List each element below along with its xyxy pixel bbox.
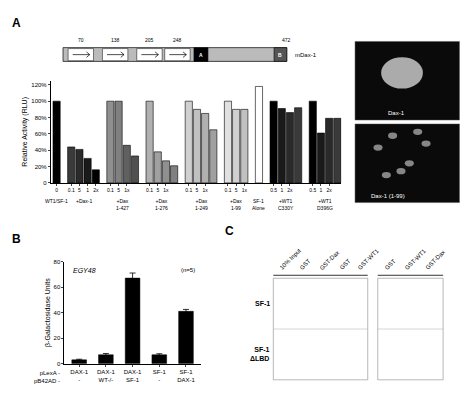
svg-text:+WT1C330Y: +WT1C330Y (278, 198, 294, 211)
svg-text:+Dax1-99: +Dax1-99 (230, 198, 242, 211)
svg-text:2x: 2x (93, 187, 99, 193)
svg-text:1x: 1x (163, 187, 169, 193)
svg-text:10% Input: 10% Input (279, 247, 303, 271)
svg-text:GST: GST (339, 258, 352, 271)
svg-text:5: 5 (235, 187, 238, 193)
svg-text:β-Galactosidase Units: β-Galactosidase Units (44, 278, 52, 347)
svg-text:40: 40 (54, 310, 61, 316)
svg-text:80: 80 (54, 259, 61, 265)
svg-text:0.5: 0.5 (270, 187, 277, 193)
svg-text:0.1: 0.1 (107, 187, 114, 193)
svg-text:1: 1 (86, 187, 89, 193)
svg-text:SF-1ΔLBD: SF-1ΔLBD (250, 346, 270, 362)
svg-text:GST: GST (384, 258, 397, 271)
svg-text:0.1: 0.1 (146, 187, 153, 193)
svg-text:+Dax1-276: +Dax1-276 (155, 198, 168, 211)
svg-text:1x: 1x (124, 187, 130, 193)
svg-text:GST-WT1: GST-WT1 (404, 247, 428, 271)
svg-text:DAX-1-: DAX-1- (70, 369, 88, 383)
svg-text:EGY48: EGY48 (73, 267, 96, 274)
svg-text:Dax-1 (1-99): Dax-1 (1-99) (371, 193, 405, 199)
svg-text:5: 5 (117, 187, 120, 193)
svg-text:20%: 20% (35, 164, 48, 170)
svg-text:1x: 1x (242, 187, 248, 193)
svg-text:SF-1DAX-1: SF-1DAX-1 (177, 369, 195, 383)
svg-text:248: 248 (173, 37, 182, 43)
svg-text:B: B (12, 232, 21, 246)
svg-text:0.1: 0.1 (68, 187, 75, 193)
svg-text:205: 205 (145, 37, 154, 43)
svg-text:0.5: 0.5 (309, 187, 316, 193)
svg-text:70: 70 (78, 37, 84, 43)
svg-text:GST: GST (299, 258, 312, 271)
svg-text:60%: 60% (35, 131, 48, 137)
svg-text:1x: 1x (202, 187, 208, 193)
svg-text:0: 0 (57, 361, 61, 367)
svg-text:SF-1: SF-1 (255, 300, 270, 307)
svg-text:0: 0 (43, 180, 47, 186)
svg-text:A: A (12, 16, 21, 30)
svg-text:GST-Dax: GST-Dax (319, 249, 341, 271)
svg-text:(n=5): (n=5) (181, 267, 195, 273)
svg-text:40%: 40% (35, 147, 48, 153)
svg-text:2x: 2x (287, 187, 293, 193)
svg-text:1: 1 (320, 187, 323, 193)
svg-text:Dax-1: Dax-1 (388, 110, 405, 116)
svg-text:20: 20 (54, 335, 61, 341)
svg-text:120%: 120% (31, 82, 47, 88)
svg-text:DAX-1SF-1: DAX-1SF-1 (124, 369, 142, 383)
svg-text:+Dax1-249: +Dax1-249 (195, 198, 208, 211)
svg-text:B: B (278, 52, 282, 58)
svg-text:+WT1D396G: +WT1D396G (317, 198, 333, 211)
svg-text:GST-Dax: GST-Dax (424, 249, 446, 271)
svg-text:2x: 2x (327, 187, 333, 193)
svg-text:5: 5 (156, 187, 159, 193)
svg-text:DAX-1WT-/-: DAX-1WT-/- (97, 369, 115, 383)
svg-text:GST-WT1: GST-WT1 (357, 247, 381, 271)
svg-text:mDax-1: mDax-1 (295, 52, 317, 58)
svg-text:C: C (225, 224, 234, 238)
svg-text:100%: 100% (31, 98, 47, 104)
svg-text:138: 138 (111, 37, 120, 43)
svg-text:5: 5 (78, 187, 81, 193)
svg-text:+Dax-1: +Dax-1 (76, 198, 92, 204)
svg-text:pLexA -pB42AD -: pLexA -pB42AD - (34, 370, 60, 384)
svg-text:0.1: 0.1 (185, 187, 192, 193)
svg-text:Relative Activity (RLU): Relative Activity (RLU) (21, 97, 29, 167)
svg-text:WT1/SF-1: WT1/SF-1 (45, 198, 68, 204)
svg-text:472: 472 (282, 37, 291, 43)
svg-text:SF-1Alone: SF-1Alone (252, 198, 265, 211)
svg-text:80%: 80% (35, 115, 48, 121)
svg-text:+Dax1-427: +Dax1-427 (116, 198, 129, 211)
svg-text:1: 1 (280, 187, 283, 193)
svg-text:0.1: 0.1 (224, 187, 231, 193)
svg-text:A: A (199, 52, 203, 58)
svg-text:0: 0 (55, 187, 58, 193)
svg-text:60: 60 (54, 284, 61, 290)
svg-text:SF-1-: SF-1- (153, 369, 167, 383)
svg-text:5: 5 (196, 187, 199, 193)
